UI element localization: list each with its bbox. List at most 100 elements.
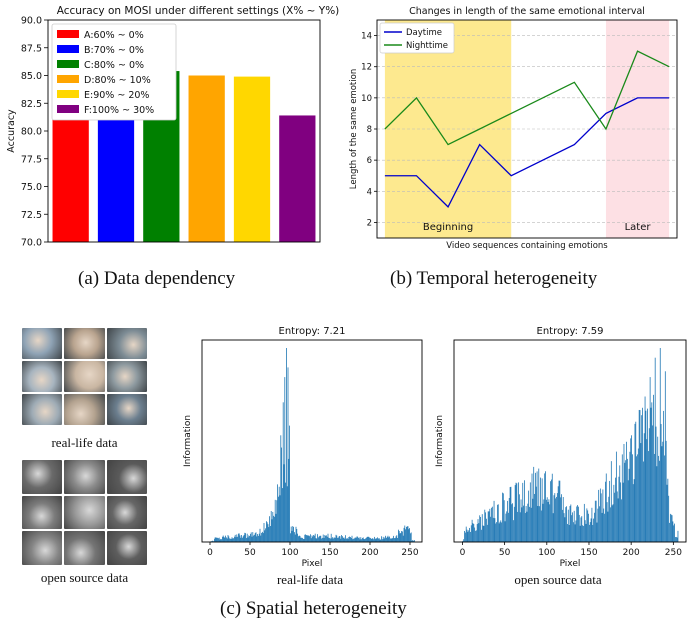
histogram-bar	[622, 482, 624, 542]
photo-thumbnail	[64, 361, 105, 392]
region-label: Beginning	[423, 222, 473, 233]
histogram-bar	[365, 538, 366, 542]
histogram-bar	[593, 518, 594, 542]
histogram-bar	[353, 538, 354, 542]
photo-thumbnail	[64, 531, 105, 565]
photo-thumbnail	[106, 495, 147, 530]
histogram-bar	[544, 473, 546, 542]
histogram-bar	[321, 538, 322, 542]
histogram-bar	[589, 522, 591, 542]
histogram-bar	[602, 489, 604, 542]
histogram-bar	[382, 536, 384, 542]
histogram-bar	[275, 513, 277, 542]
chart-b-temporal-heterogeneity: Changes in length of the same emotional …	[349, 6, 678, 251]
histogram-bar	[338, 536, 340, 542]
histogram-bar	[346, 538, 347, 542]
histogram-bar	[551, 479, 552, 542]
histogram-bar	[578, 506, 579, 542]
y-tick-label: 14	[361, 32, 372, 42]
histogram-bar	[475, 530, 476, 542]
histogram-bar	[648, 451, 649, 542]
histogram-bar	[270, 511, 272, 542]
histogram-bar	[642, 407, 643, 542]
y-tick-label: 87.5	[21, 43, 42, 54]
histogram-bar	[667, 478, 669, 542]
histogram-bar	[472, 523, 474, 542]
region-label: Later	[625, 222, 652, 233]
histogram-bar	[527, 503, 529, 542]
histogram-bar	[534, 472, 536, 542]
histogram-bar	[590, 518, 592, 542]
legend-label: Nighttime	[406, 41, 448, 51]
histogram-bar	[634, 423, 636, 542]
histogram-bar	[675, 536, 677, 542]
histogram-bar	[474, 527, 476, 542]
histogram-bar	[229, 538, 230, 542]
histogram-bar	[585, 523, 587, 542]
histogram-bar	[222, 536, 223, 542]
histogram-bar	[226, 538, 228, 542]
histogram-bar	[414, 540, 415, 542]
histogram-bar	[652, 425, 654, 542]
caption-a: (a) Data dependency	[78, 268, 236, 289]
histogram-bar	[480, 517, 481, 542]
histogram-bar	[642, 461, 644, 542]
histogram-bar	[260, 535, 262, 542]
photo-thumbnail	[22, 495, 63, 530]
histogram-bar	[507, 512, 509, 542]
histogram-bar	[339, 536, 341, 542]
x-tick-label: 0	[207, 548, 213, 558]
histogram-bar	[573, 510, 575, 542]
histogram-bar	[471, 519, 473, 542]
histogram-bar	[483, 525, 485, 542]
photo-thumbnail	[64, 460, 105, 494]
histogram-bar	[251, 536, 253, 542]
histogram-bar	[370, 538, 372, 542]
histogram-bar	[637, 454, 638, 542]
histogram-bar	[539, 506, 541, 542]
histogram-title: Entropy: 7.21	[279, 326, 346, 337]
histogram-bar	[496, 522, 497, 542]
histogram-bar	[270, 526, 271, 542]
y-tick-label: 8	[367, 125, 372, 135]
histogram-bar	[230, 538, 231, 542]
histogram-bar	[398, 531, 400, 542]
x-tick-label: 100	[538, 548, 555, 558]
histogram-bar	[361, 539, 362, 542]
histogram-bar	[588, 524, 590, 542]
histogram-bar	[276, 500, 278, 542]
histogram-bar	[220, 538, 222, 542]
histogram-bar	[478, 523, 480, 542]
histogram-bar	[375, 538, 377, 542]
histogram-bar	[379, 539, 381, 542]
histogram-bar	[541, 478, 543, 542]
histogram-bar	[586, 508, 588, 542]
histogram-bar	[294, 534, 296, 542]
histogram-bar	[255, 532, 257, 542]
histogram-bar	[370, 537, 371, 542]
histogram-bar	[336, 535, 338, 542]
histogram-bar	[582, 525, 584, 542]
histogram-bar	[327, 533, 329, 542]
histogram-bar	[243, 534, 245, 542]
histogram-bar	[306, 535, 308, 542]
histogram-bar	[673, 525, 675, 542]
series-line-nighttime	[384, 50, 670, 146]
histogram-bar	[521, 507, 523, 542]
histogram-bar	[261, 532, 262, 542]
histogram-bar	[572, 512, 573, 542]
histogram-bar	[330, 533, 332, 542]
histogram-bar	[266, 522, 268, 542]
histogram-bar	[241, 535, 242, 542]
histogram-bar	[493, 500, 495, 542]
histogram-bar	[631, 435, 632, 542]
histogram-bar	[596, 522, 598, 542]
histogram-bar	[668, 495, 670, 542]
histogram-bar	[366, 537, 367, 542]
y-axis-label: Information	[435, 415, 445, 467]
legend-label: F:100% ~ 30%	[84, 105, 154, 116]
histogram-bar	[485, 512, 487, 542]
histogram-bar	[669, 522, 670, 542]
legend-label: A:60% ~ 0%	[84, 30, 144, 41]
legend-swatch	[57, 105, 79, 113]
